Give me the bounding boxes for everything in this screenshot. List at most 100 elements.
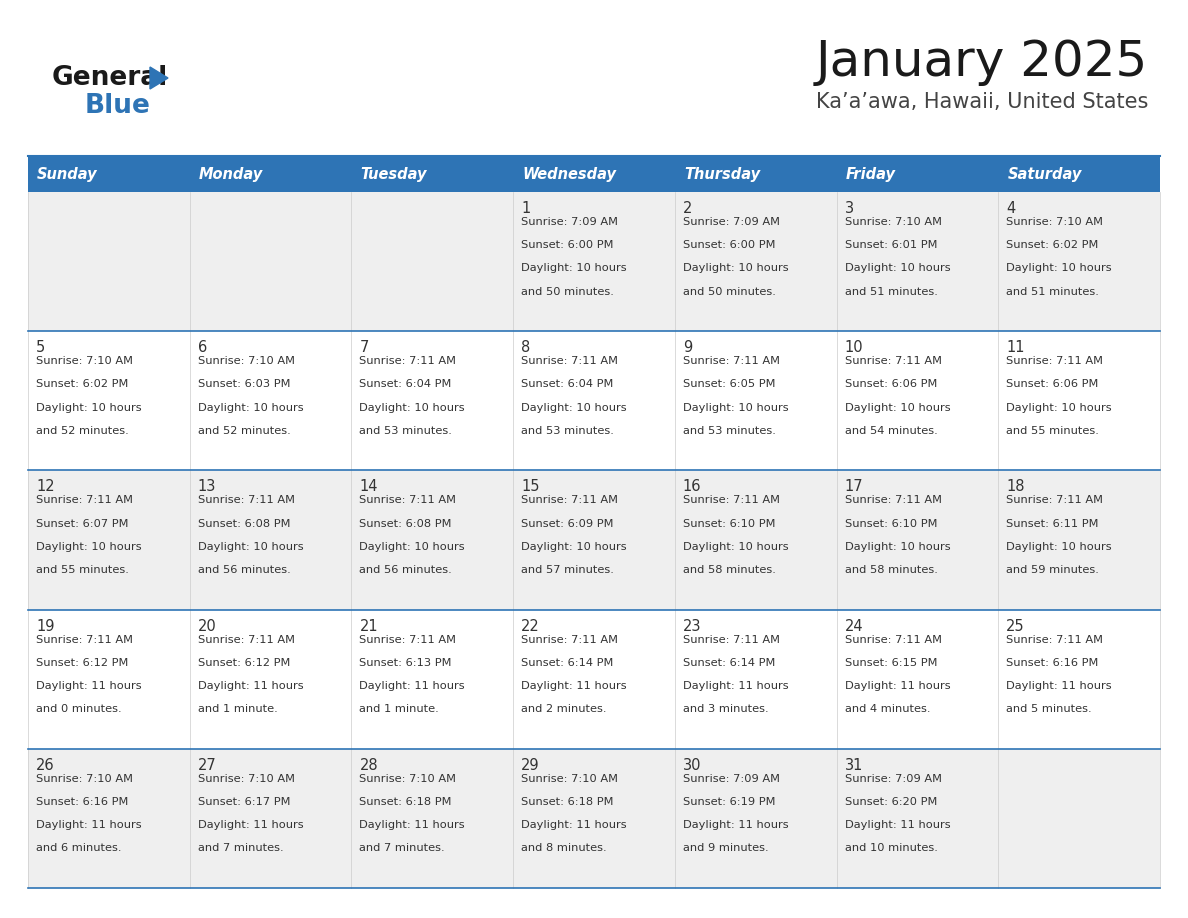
- Text: and 58 minutes.: and 58 minutes.: [845, 565, 937, 575]
- Bar: [29, 610, 1159, 749]
- Text: and 53 minutes.: and 53 minutes.: [522, 426, 614, 436]
- Text: Tuesday: Tuesday: [360, 166, 426, 182]
- Text: 22: 22: [522, 619, 539, 633]
- Text: Sunrise: 7:11 AM: Sunrise: 7:11 AM: [845, 496, 942, 506]
- Text: and 52 minutes.: and 52 minutes.: [36, 426, 128, 436]
- Text: Sunset: 6:04 PM: Sunset: 6:04 PM: [360, 379, 451, 389]
- Text: Sunset: 6:19 PM: Sunset: 6:19 PM: [683, 797, 776, 807]
- Text: Sunrise: 7:11 AM: Sunrise: 7:11 AM: [845, 356, 942, 366]
- Text: Daylight: 11 hours: Daylight: 11 hours: [845, 681, 950, 691]
- Text: 16: 16: [683, 479, 701, 495]
- Text: and 54 minutes.: and 54 minutes.: [845, 426, 937, 436]
- Text: Daylight: 11 hours: Daylight: 11 hours: [522, 681, 627, 691]
- Text: 1: 1: [522, 201, 530, 216]
- Bar: [29, 749, 1159, 888]
- Text: Sunset: 6:00 PM: Sunset: 6:00 PM: [522, 241, 614, 251]
- Text: and 9 minutes.: and 9 minutes.: [683, 844, 769, 854]
- Text: 2: 2: [683, 201, 693, 216]
- Text: and 56 minutes.: and 56 minutes.: [360, 565, 453, 575]
- Text: Sunset: 6:05 PM: Sunset: 6:05 PM: [683, 379, 776, 389]
- Text: Daylight: 10 hours: Daylight: 10 hours: [197, 403, 303, 412]
- Text: Sunrise: 7:10 AM: Sunrise: 7:10 AM: [36, 774, 133, 784]
- Text: Daylight: 11 hours: Daylight: 11 hours: [1006, 681, 1112, 691]
- Text: 28: 28: [360, 757, 378, 773]
- Text: and 10 minutes.: and 10 minutes.: [845, 844, 937, 854]
- Text: 19: 19: [36, 619, 55, 633]
- Text: 15: 15: [522, 479, 539, 495]
- Text: 23: 23: [683, 619, 701, 633]
- Text: Sunrise: 7:10 AM: Sunrise: 7:10 AM: [197, 774, 295, 784]
- Text: and 55 minutes.: and 55 minutes.: [36, 565, 128, 575]
- Text: Thursday: Thursday: [684, 166, 760, 182]
- Text: Daylight: 10 hours: Daylight: 10 hours: [360, 542, 465, 552]
- Polygon shape: [150, 67, 168, 89]
- Text: Daylight: 10 hours: Daylight: 10 hours: [522, 263, 627, 274]
- Text: Sunrise: 7:09 AM: Sunrise: 7:09 AM: [522, 217, 618, 227]
- Text: Sunset: 6:01 PM: Sunset: 6:01 PM: [845, 241, 937, 251]
- Text: Sunrise: 7:10 AM: Sunrise: 7:10 AM: [360, 774, 456, 784]
- Text: 25: 25: [1006, 619, 1025, 633]
- Text: Sunset: 6:06 PM: Sunset: 6:06 PM: [1006, 379, 1099, 389]
- Text: Sunset: 6:18 PM: Sunset: 6:18 PM: [360, 797, 451, 807]
- Text: 17: 17: [845, 479, 864, 495]
- Text: Sunset: 6:12 PM: Sunset: 6:12 PM: [36, 658, 128, 667]
- Text: Sunset: 6:02 PM: Sunset: 6:02 PM: [1006, 241, 1099, 251]
- Text: 3: 3: [845, 201, 854, 216]
- Bar: [29, 470, 1159, 610]
- Text: 24: 24: [845, 619, 864, 633]
- Text: 30: 30: [683, 757, 701, 773]
- Text: Sunset: 6:00 PM: Sunset: 6:00 PM: [683, 241, 776, 251]
- Text: Sunrise: 7:11 AM: Sunrise: 7:11 AM: [36, 496, 133, 506]
- Text: 26: 26: [36, 757, 55, 773]
- Text: Ka’a’awa, Hawaii, United States: Ka’a’awa, Hawaii, United States: [816, 92, 1148, 112]
- Text: Sunrise: 7:11 AM: Sunrise: 7:11 AM: [683, 356, 779, 366]
- Text: Daylight: 10 hours: Daylight: 10 hours: [36, 403, 141, 412]
- Bar: [513, 156, 675, 192]
- Bar: [352, 156, 513, 192]
- Text: Daylight: 11 hours: Daylight: 11 hours: [197, 820, 303, 830]
- Text: Daylight: 10 hours: Daylight: 10 hours: [683, 403, 789, 412]
- Text: Sunset: 6:04 PM: Sunset: 6:04 PM: [522, 379, 613, 389]
- Text: 12: 12: [36, 479, 55, 495]
- Text: Sunrise: 7:09 AM: Sunrise: 7:09 AM: [683, 217, 779, 227]
- Text: 18: 18: [1006, 479, 1025, 495]
- Text: Daylight: 11 hours: Daylight: 11 hours: [845, 820, 950, 830]
- Text: Daylight: 10 hours: Daylight: 10 hours: [522, 403, 627, 412]
- Text: Daylight: 10 hours: Daylight: 10 hours: [1006, 263, 1112, 274]
- Text: 8: 8: [522, 341, 530, 355]
- Text: and 5 minutes.: and 5 minutes.: [1006, 704, 1092, 714]
- Text: Daylight: 10 hours: Daylight: 10 hours: [845, 403, 950, 412]
- Text: Daylight: 11 hours: Daylight: 11 hours: [36, 681, 141, 691]
- Text: Sunset: 6:11 PM: Sunset: 6:11 PM: [1006, 519, 1099, 529]
- Text: Sunset: 6:09 PM: Sunset: 6:09 PM: [522, 519, 614, 529]
- Text: 11: 11: [1006, 341, 1025, 355]
- Bar: [998, 156, 1159, 192]
- Text: and 51 minutes.: and 51 minutes.: [1006, 286, 1099, 297]
- Text: Sunrise: 7:10 AM: Sunrise: 7:10 AM: [36, 356, 133, 366]
- Text: Sunrise: 7:11 AM: Sunrise: 7:11 AM: [1006, 634, 1104, 644]
- Text: Sunset: 6:10 PM: Sunset: 6:10 PM: [845, 519, 937, 529]
- Text: and 8 minutes.: and 8 minutes.: [522, 844, 607, 854]
- Text: Sunset: 6:18 PM: Sunset: 6:18 PM: [522, 797, 614, 807]
- Text: and 2 minutes.: and 2 minutes.: [522, 704, 607, 714]
- Text: 6: 6: [197, 341, 207, 355]
- Text: January 2025: January 2025: [816, 38, 1148, 86]
- Text: and 6 minutes.: and 6 minutes.: [36, 844, 121, 854]
- Text: Sunset: 6:14 PM: Sunset: 6:14 PM: [683, 658, 776, 667]
- Text: and 52 minutes.: and 52 minutes.: [197, 426, 290, 436]
- Text: Daylight: 11 hours: Daylight: 11 hours: [360, 820, 465, 830]
- Text: and 58 minutes.: and 58 minutes.: [683, 565, 776, 575]
- Text: Friday: Friday: [846, 166, 896, 182]
- Text: Daylight: 11 hours: Daylight: 11 hours: [522, 820, 627, 830]
- Text: Sunset: 6:16 PM: Sunset: 6:16 PM: [36, 797, 128, 807]
- Text: 29: 29: [522, 757, 539, 773]
- Text: Sunset: 6:16 PM: Sunset: 6:16 PM: [1006, 658, 1099, 667]
- Text: Sunrise: 7:11 AM: Sunrise: 7:11 AM: [360, 496, 456, 506]
- Text: General: General: [52, 65, 169, 91]
- Bar: [675, 156, 836, 192]
- Text: Daylight: 10 hours: Daylight: 10 hours: [683, 263, 789, 274]
- Text: Sunset: 6:08 PM: Sunset: 6:08 PM: [360, 519, 451, 529]
- Text: Sunrise: 7:11 AM: Sunrise: 7:11 AM: [522, 356, 618, 366]
- Text: and 55 minutes.: and 55 minutes.: [1006, 426, 1099, 436]
- Text: Daylight: 10 hours: Daylight: 10 hours: [522, 542, 627, 552]
